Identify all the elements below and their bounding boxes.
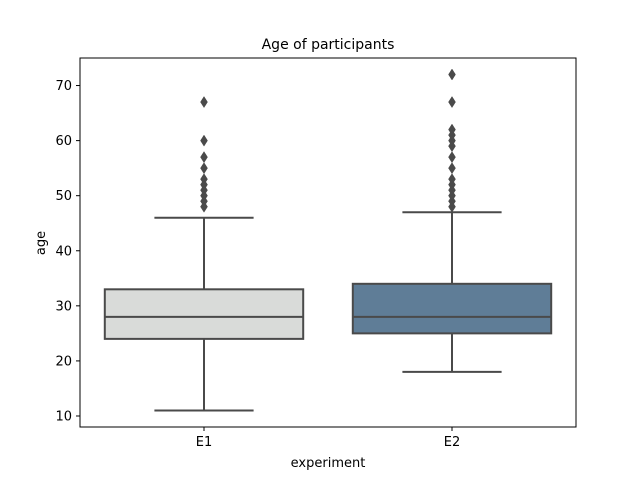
x-axis-label: experiment — [291, 456, 366, 471]
outlier-point — [448, 96, 456, 109]
plot-area — [103, 68, 553, 412]
y-axis-label: age — [34, 231, 49, 255]
y-tick-label: 20 — [55, 354, 72, 369]
x-tick-label: E2 — [444, 435, 461, 450]
outlier-point — [448, 151, 456, 164]
outlier-point — [200, 96, 208, 109]
y-tick-label: 10 — [55, 409, 72, 424]
outlier-point — [448, 162, 456, 175]
y-tick-label: 60 — [55, 134, 72, 149]
outlier-point — [448, 68, 456, 81]
y-tick-label: 70 — [55, 79, 72, 94]
outlier-point — [448, 173, 456, 186]
outlier-point — [200, 162, 208, 175]
y-axis: 10 20 30 40 50 60 70 — [55, 79, 80, 424]
iqr-box — [103, 288, 305, 340]
y-tick-label: 30 — [55, 299, 72, 314]
y-tick-label: 40 — [55, 244, 72, 259]
outlier-point — [200, 151, 208, 164]
axes-frame — [79, 57, 577, 428]
x-tick-label: E1 — [196, 435, 213, 450]
x-axis: E1 E2 — [196, 427, 461, 450]
box-E2 — [351, 68, 553, 373]
chart-title: Age of participants — [262, 37, 395, 53]
outlier-point — [200, 134, 208, 147]
box-E1 — [103, 96, 305, 412]
outlier-point — [200, 173, 208, 186]
iqr-box — [351, 282, 553, 335]
outlier-point — [448, 123, 456, 136]
y-tick-label: 50 — [55, 189, 72, 204]
